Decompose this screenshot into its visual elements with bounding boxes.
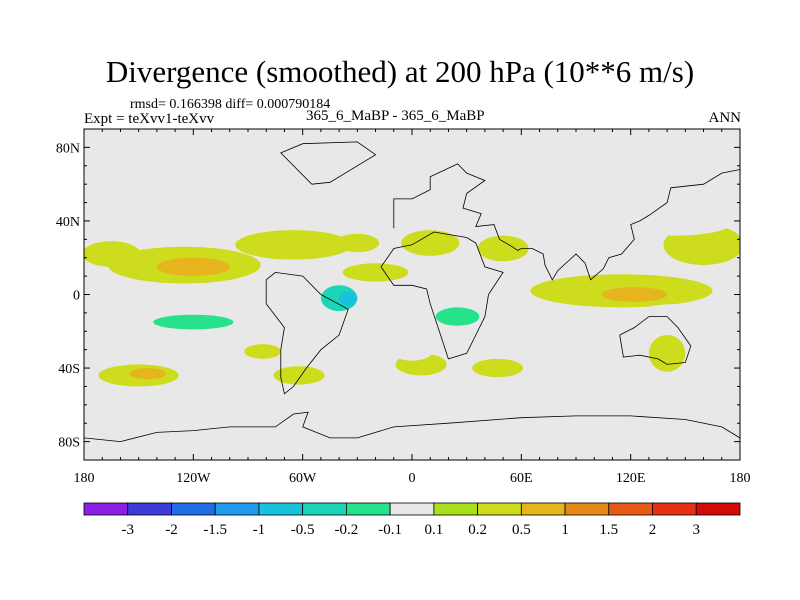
field-contour-29 <box>617 206 735 236</box>
field-contour-4 <box>335 233 380 253</box>
y-tick-label: 40N <box>56 215 80 230</box>
x-tick-label: 60W <box>289 471 317 486</box>
field-contour-12 <box>129 368 166 380</box>
colorbar-label: 3 <box>693 522 701 538</box>
field-contour-32 <box>390 338 434 361</box>
x-tick-label: 180 <box>74 471 95 486</box>
field-contour-5 <box>342 263 409 282</box>
field-contour-27 <box>391 202 414 218</box>
map-plot <box>83 128 741 461</box>
colorbar-label: 1 <box>561 522 569 538</box>
colorbar-label: -0.1 <box>378 522 402 538</box>
rmsd-annotation: rmsd= 0.166398 diff= 0.000790184 <box>130 97 331 112</box>
field-contour-9 <box>601 287 668 302</box>
colorbar-box-4 <box>258 502 304 516</box>
field-contour-7 <box>477 235 529 262</box>
colorbar-box-14 <box>695 502 741 516</box>
case-annotation: 365_6_MaBP - 365_6_MaBP <box>306 108 485 124</box>
season-annotation: ANN <box>708 110 742 126</box>
colorbar-label: -1.5 <box>203 522 227 538</box>
colorbar-box-0 <box>83 502 129 516</box>
x-tick-label: 60E <box>510 471 533 486</box>
field-contour-13 <box>244 344 281 359</box>
coastline-antarctica <box>84 411 740 443</box>
y-tick-label: 0 <box>73 289 80 304</box>
colorbar-box-7 <box>389 502 435 516</box>
colorbar-box-9 <box>477 502 522 516</box>
field-contour-28 <box>457 208 567 234</box>
axes: 180 120W 60W 0 60E 120E 180 80N 40N 0 40S 80S <box>56 129 751 486</box>
colorbar-box-10 <box>520 502 566 516</box>
coastline-south-america <box>265 271 349 395</box>
coastline-eurasia <box>393 163 740 281</box>
field-contour-31 <box>331 333 383 359</box>
y-tick-label: 80S <box>58 436 80 451</box>
coastline-africa <box>380 231 504 360</box>
experiment-label: Expt = teXvv1-teXvv <box>84 111 215 127</box>
colorbar-box-3 <box>214 502 260 516</box>
colorbar-box-12 <box>608 502 653 516</box>
colorbar-label: 0.5 <box>512 522 531 538</box>
field-contour-19 <box>153 314 234 330</box>
colorbar-box-1 <box>127 502 172 516</box>
colorbar-label: 0.2 <box>468 522 487 538</box>
coastline-australia <box>619 316 692 365</box>
field-contour-14 <box>273 366 325 385</box>
x-tick-label: 180 <box>730 471 751 486</box>
colorbar-label: 0.1 <box>424 522 443 538</box>
field-contour-25 <box>435 307 480 326</box>
colorbar-box-6 <box>345 502 391 516</box>
field-contour-20 <box>84 309 125 332</box>
colorbar-box-2 <box>171 502 216 516</box>
colorbar-label: -1 <box>253 522 266 538</box>
coastline-greenland <box>280 141 377 185</box>
field-contour-17 <box>648 334 686 372</box>
chart-title: Divergence (smoothed) at 200 hPa (10**6 … <box>105 54 695 89</box>
coastline-layer <box>84 141 740 443</box>
colorbar-box-11 <box>564 502 610 516</box>
field-contour-30 <box>125 231 170 247</box>
colorbar-box-13 <box>652 502 697 516</box>
colorbar-label: -0.5 <box>291 522 315 538</box>
divergence-field <box>84 202 740 387</box>
field-contour-23 <box>339 290 358 306</box>
colorbar-box-5 <box>302 502 347 516</box>
colorbar-box-8 <box>433 502 479 516</box>
x-tick-label: 120W <box>176 471 211 486</box>
colorbar-label: 1.5 <box>599 522 618 538</box>
field-contour-6 <box>401 230 460 256</box>
colorbar: -3 -2 -1.5 -1 -0.5 -0.2 -0.1 0.1 0.2 0.5 1 1.5 2 3 <box>83 502 741 538</box>
field-contour-2 <box>156 257 230 277</box>
colorbar-label: -2 <box>165 522 178 538</box>
colorbar-label: -3 <box>121 522 134 538</box>
field-contour-3 <box>235 230 352 260</box>
y-tick-label: 80N <box>56 141 80 156</box>
colorbar-label: -0.2 <box>335 522 359 538</box>
y-tick-label: 40S <box>58 362 80 377</box>
field-contour-16 <box>472 358 524 378</box>
field-contour-26 <box>627 303 740 330</box>
colorbar-label: 2 <box>649 522 657 538</box>
x-tick-label: 0 <box>409 471 416 486</box>
x-tick-label: 120E <box>616 471 646 486</box>
